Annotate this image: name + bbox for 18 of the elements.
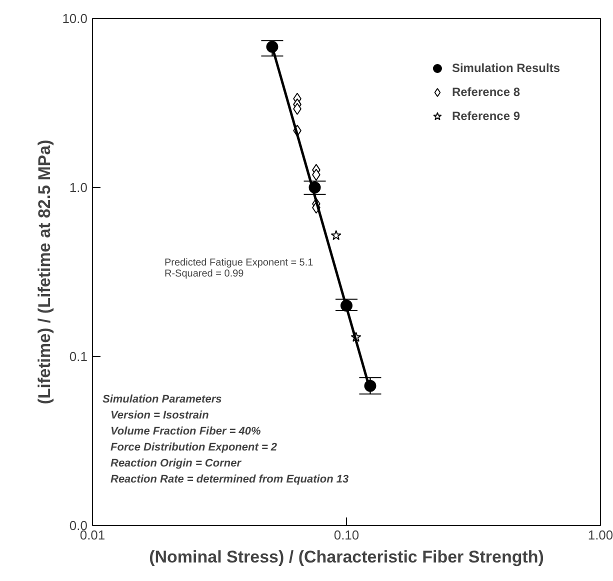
x-tick-label: 0.10: [334, 528, 360, 542]
annotation: R-Squared = 0.99: [164, 268, 244, 280]
y-tick-label: 1.0: [69, 180, 88, 195]
annotation: Volume Fraction Fiber = 40%: [110, 426, 261, 438]
x-tick-label: 1.00: [588, 528, 613, 542]
x-axis-title: (Nominal Stress) / (Characteristic Fiber Strength): [149, 548, 544, 566]
y-tick-label: 0.1: [69, 349, 88, 364]
annotation: Predicted Fatigue Exponent = 5.1: [164, 258, 314, 268]
y-axis-title: (Lifetime) / (Lifetime at 82.5 MPa): [35, 140, 54, 404]
annotation: Force Distribution Exponent = 2: [110, 442, 278, 454]
annotation: Version = Isostrain: [110, 410, 210, 422]
annotation: Reaction Rate = determined from Equation 13: [110, 474, 349, 486]
legend-label: Reference 9: [452, 109, 520, 123]
y-tick-label: 10.0: [62, 11, 88, 26]
legend-label: Simulation Results: [452, 61, 560, 75]
legend-label: Reference 8: [452, 85, 520, 99]
annotation: Reaction Origin = Corner: [110, 458, 242, 470]
annotation: Simulation Parameters: [102, 394, 222, 406]
